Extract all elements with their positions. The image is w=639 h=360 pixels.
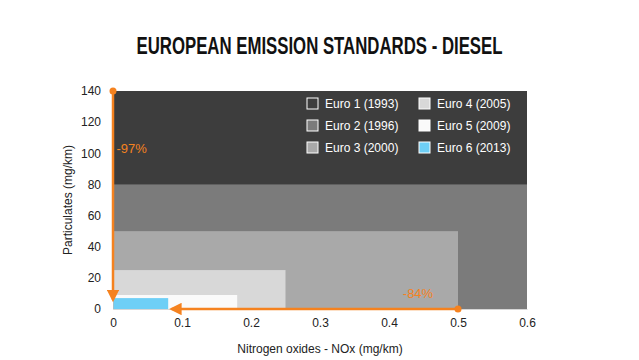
x-tick: 0.1 <box>174 309 191 330</box>
x-tick: 0.2 <box>243 309 260 330</box>
legend-label: Euro 1 (1993) <box>325 97 398 111</box>
y-tick: 140 <box>81 84 113 98</box>
x-tick-label: 0.5 <box>450 316 467 330</box>
annotation-arrow <box>172 308 458 311</box>
y-tick: 60 <box>88 209 113 223</box>
y-axis-line <box>113 92 114 310</box>
y-tick-label: 140 <box>81 84 101 98</box>
y-tick: 40 <box>88 240 113 254</box>
x-tick: 0.4 <box>381 309 398 330</box>
legend-label: Euro 3 (2000) <box>325 141 398 155</box>
legend-label: Euro 5 (2009) <box>437 119 510 133</box>
legend-item: Euro 4 (2005) <box>419 97 510 111</box>
y-axis: 0 20 40 60 80 100 120 140 <box>81 84 114 316</box>
chart: EUROPEAN EMISSION STANDARDS - DIESEL 0 0.1… <box>0 0 639 360</box>
x-tick-label: 0.3 <box>312 316 329 330</box>
y-tick-label: 60 <box>88 209 102 223</box>
annotation-label: -97% <box>116 141 147 156</box>
standard-rect <box>113 270 286 309</box>
legend-item: Euro 2 (1996) <box>307 119 398 133</box>
x-tick-label: 0.6 <box>519 316 536 330</box>
x-tick: 0.3 <box>312 309 329 330</box>
x-tick-label: 0.2 <box>243 316 260 330</box>
standard-rect <box>113 91 527 309</box>
legend-swatch <box>419 120 430 131</box>
y-tick: 80 <box>88 178 113 192</box>
x-tick-label: 0 <box>110 316 117 330</box>
legend-swatch <box>419 98 430 109</box>
y-axis-title: Particulates (mg/km) <box>61 145 75 255</box>
standard-rect <box>113 231 458 309</box>
y-tick: 0 <box>94 302 113 316</box>
standard-rect <box>113 184 527 309</box>
y-tick-label: 100 <box>81 147 101 161</box>
x-tick-label: 0.4 <box>381 316 398 330</box>
title: EUROPEAN EMISSION STANDARDS - DIESEL <box>137 32 503 59</box>
legend: Euro 1 (1993) Euro 2 (1996) Euro 3 (2000) E… <box>307 97 510 155</box>
marks <box>113 91 527 309</box>
x-tick-label: 0.1 <box>174 316 191 330</box>
x-axis-title: Nitrogen oxides - NOx (mg/km) <box>237 342 402 356</box>
y-tick: 100 <box>81 147 113 161</box>
legend-item: Euro 6 (2013) <box>419 141 510 155</box>
y-tick-label: 0 <box>94 302 101 316</box>
x-tick: 0.6 <box>519 309 536 330</box>
legend-swatch <box>307 98 318 109</box>
x-tick: 0 <box>110 309 117 330</box>
y-tick-label: 80 <box>88 178 102 192</box>
y-tick-label: 120 <box>81 115 101 129</box>
plot: 0 0.1 0.2 0.3 0.4 0.5 0.6 0 20 40 60 80 100 120 140 Eur… <box>81 84 536 329</box>
legend-swatch <box>419 142 430 153</box>
x-axis-line <box>114 309 528 310</box>
annotations: -97% -84% <box>110 88 462 313</box>
standard-rect <box>113 295 237 309</box>
legend-label: Euro 4 (2005) <box>437 97 510 111</box>
standard-rect <box>113 298 168 309</box>
legend-swatch <box>307 142 318 153</box>
legend-item: Euro 5 (2009) <box>419 119 510 133</box>
y-tick-label: 40 <box>88 240 102 254</box>
y-tick-label: 20 <box>88 271 102 285</box>
legend-label: Euro 2 (1996) <box>325 119 398 133</box>
legend-item: Euro 3 (2000) <box>307 141 398 155</box>
annotation-label: -84% <box>403 286 434 301</box>
legend-item: Euro 1 (1993) <box>307 97 398 111</box>
legend-swatch <box>307 120 318 131</box>
y-tick: 20 <box>88 271 113 285</box>
annotation-dot <box>110 88 117 95</box>
x-axis: 0 0.1 0.2 0.3 0.4 0.5 0.6 <box>110 309 536 330</box>
annotation-dot <box>455 306 462 313</box>
legend-label: Euro 6 (2013) <box>437 141 510 155</box>
y-tick: 120 <box>81 115 113 129</box>
annotation-arrow <box>112 91 115 300</box>
